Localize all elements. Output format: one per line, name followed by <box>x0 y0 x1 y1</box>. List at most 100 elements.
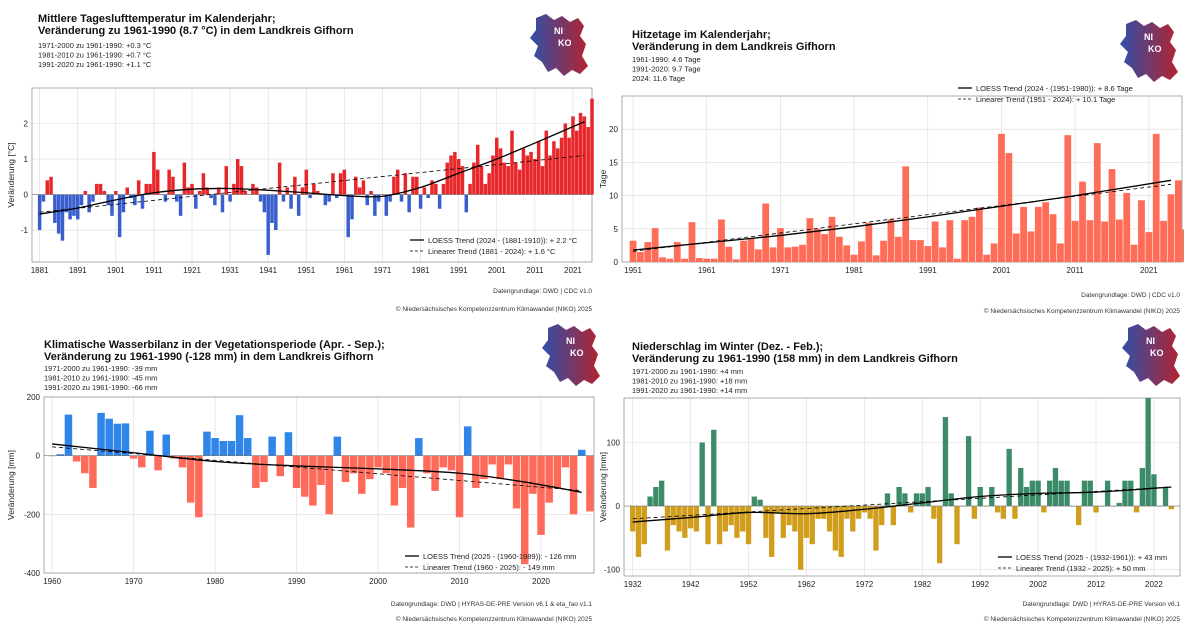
chart-subtitle-line: 1991-2020: 9.7 Tage <box>632 65 701 74</box>
bar <box>268 436 276 456</box>
bar <box>537 455 545 535</box>
logo-text-bottom: KO <box>570 348 584 358</box>
bar <box>786 506 792 526</box>
chart-title-line-2: Veränderung in dem Landkreis Gifhorn <box>632 41 836 53</box>
bar <box>693 506 700 532</box>
bar <box>520 455 529 565</box>
chart-subtitle-line: 1971-2000 zu 1961-1990: +0.3 °C <box>38 41 152 50</box>
bar <box>838 506 844 557</box>
bar <box>1064 135 1072 262</box>
bar <box>1160 220 1167 262</box>
bar <box>1041 506 1047 513</box>
x-tick-label: 1991 <box>450 266 468 275</box>
bar <box>806 218 814 262</box>
y-tick-label: -100 <box>604 566 621 575</box>
data-source-note: Datengrundlage: DWD | HYRAS-DE-PRE Versi… <box>391 601 593 608</box>
bar <box>813 228 821 262</box>
loess-trend-line <box>39 121 585 215</box>
bar <box>239 166 244 195</box>
bar <box>472 162 476 195</box>
bar <box>942 417 949 507</box>
logo-text-top: NI <box>566 336 575 346</box>
bar <box>437 194 442 209</box>
bar <box>455 455 464 518</box>
bar <box>635 506 642 557</box>
bar <box>487 173 491 195</box>
bar <box>695 258 703 262</box>
bar <box>415 438 423 456</box>
bar <box>369 190 373 195</box>
bar <box>72 194 76 216</box>
bar <box>216 187 221 195</box>
logo-shape-icon <box>1120 20 1178 82</box>
bar <box>1128 480 1134 507</box>
bar <box>195 455 203 518</box>
bar <box>1104 480 1111 507</box>
bar <box>64 414 73 456</box>
y-axis-label: Veränderung [°C] <box>6 142 16 207</box>
bar <box>553 455 562 488</box>
bar <box>154 455 162 471</box>
niko-logo: NI KO <box>542 324 600 386</box>
bar <box>931 506 937 519</box>
bar <box>762 203 770 262</box>
x-tick-label: 1942 <box>682 580 700 589</box>
bar <box>121 423 130 456</box>
bar <box>129 455 138 459</box>
bar <box>270 194 274 223</box>
bar <box>209 194 213 199</box>
bar <box>913 493 920 507</box>
bar <box>41 194 46 202</box>
bar <box>525 155 529 195</box>
x-tick-label: 2022 <box>1145 580 1163 589</box>
bar <box>365 194 369 206</box>
x-tick-label: 1881 <box>31 266 49 275</box>
bar <box>1049 214 1057 262</box>
bar <box>902 166 910 262</box>
bar <box>998 133 1005 262</box>
logo-text-bottom: KO <box>1148 44 1162 54</box>
bar <box>1027 231 1035 262</box>
bar <box>821 234 829 262</box>
bar <box>373 194 377 216</box>
bar <box>235 415 244 456</box>
bar <box>105 418 113 456</box>
bar <box>1012 506 1018 519</box>
copyright-note: © Niedersächsisches Kompetenzzentrum Kli… <box>984 615 1181 623</box>
chart-panel-2: Hitzetage im Kalenderjahr;Veränderung in… <box>598 20 1184 315</box>
bar <box>449 155 453 195</box>
bar <box>745 506 752 545</box>
bar <box>89 455 97 488</box>
bar <box>162 434 170 456</box>
y-tick-label: -400 <box>24 569 41 578</box>
x-tick-label: 2012 <box>1087 580 1105 589</box>
bar <box>411 176 415 195</box>
bar <box>460 166 465 195</box>
logo-shape-icon <box>542 324 600 386</box>
niko-logo: NI KO <box>1120 20 1178 82</box>
linear-trend-line <box>632 486 1172 520</box>
bar <box>843 245 851 262</box>
bar <box>769 506 775 557</box>
bar <box>1042 202 1050 262</box>
y-tick-label: 0 <box>616 502 621 511</box>
plot-frame <box>621 95 1183 263</box>
bar <box>559 137 564 195</box>
bar <box>740 506 746 532</box>
bar <box>445 162 449 195</box>
bar <box>186 187 190 195</box>
bar <box>879 506 885 526</box>
copyright-note: © Niedersächsisches Kompetenzzentrum Kli… <box>396 615 593 623</box>
bar <box>415 176 419 195</box>
bar <box>382 455 390 474</box>
bar <box>1152 133 1160 262</box>
chart-title-line-1: Klimatische Wasserbilanz in der Vegetati… <box>44 339 385 351</box>
chart-legend: LOESS Trend (2025 - (1960-1989)): - 126 … <box>405 552 576 572</box>
bar <box>327 194 331 202</box>
bar <box>567 137 571 195</box>
bar <box>292 455 301 488</box>
x-tick-label: 1981 <box>845 266 863 275</box>
bar <box>395 169 400 195</box>
bar <box>1162 487 1169 507</box>
plot-frame <box>623 397 1181 577</box>
